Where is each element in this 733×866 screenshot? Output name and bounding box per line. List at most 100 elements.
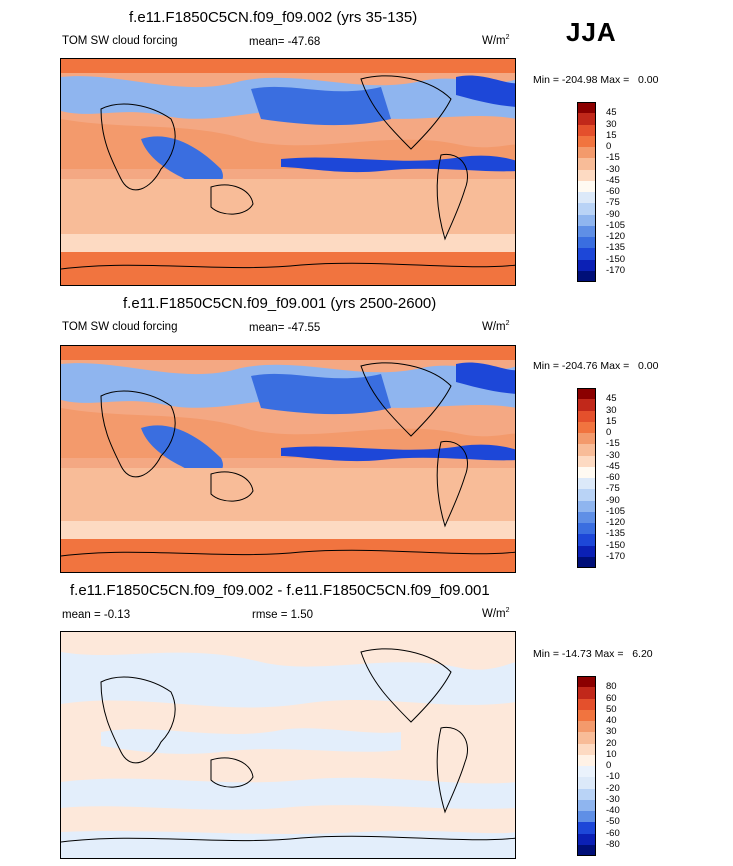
colorbar-swatch [577,545,596,557]
colorbar-swatch [577,709,596,721]
southern-ocean-band [61,234,515,252]
colorbar-swatch [577,687,596,699]
panel2-title: f.e11.F1850C5CN.f09_f09.001 (yrs 2500-26… [123,295,437,312]
colorbar-swatch [577,511,596,523]
colorbar-swatch [577,237,596,249]
colorbar-swatch [577,534,596,546]
colorbar-swatch [577,788,596,800]
colorbar-swatch [577,466,596,478]
colorbar-swatch [577,676,596,688]
panel2-left-label: TOM SW cloud forcing [62,321,178,333]
panel1-units: W/m2 [482,34,510,47]
antarctica-outline [61,262,515,270]
colorbar-swatch [577,754,596,766]
colorbar-tick-label: 0 [606,427,612,438]
colorbar-swatch [577,799,596,811]
panel2-minmax: Min = -204.76 Max = 0.00 [533,360,659,372]
panel2-colorbar [577,388,596,568]
colorbar-tick-label: 45 [606,393,617,405]
colorbar-swatch [577,478,596,490]
monsoon-region [141,136,223,186]
colorbar-tick-label: -30 [606,793,620,805]
north-atlantic-core [456,75,515,107]
colorbar-tick-label: -60 [606,827,620,839]
colorbar-swatch [577,421,596,433]
itcz-band [281,155,515,173]
colorbar-swatch [577,410,596,422]
colorbar-swatch [577,192,596,204]
colorbar-swatch [577,822,596,834]
antarctic-band [61,252,515,285]
colorbar-swatch [577,147,596,159]
colorbar-tick-label: 60 [606,692,617,704]
colorbar-tick-label: -30 [606,163,620,175]
south-america-outline [436,153,468,241]
colorbar-swatch [577,135,596,147]
colorbar-tick-label: 50 [606,703,617,715]
north-pacific-core [251,86,391,126]
panel1-minmax: Min = -204.98 Max = 0.00 [533,74,659,86]
colorbar-tick-label: 0 [606,760,612,771]
colorbar-tick-label: -10 [606,771,620,783]
colorbar-tick-label: 15 [606,415,617,427]
colorbar-tick-label: -120 [606,231,626,242]
colorbar-swatch [577,158,596,170]
colorbar-tick-label: -60 [606,472,620,483]
colorbar-swatch [577,698,596,710]
colorbar-tick-label: -150 [606,253,626,265]
panel1-left-label: TOM SW cloud forcing [62,35,178,47]
colorbar-swatch [577,556,596,568]
colorbar-tick-label: -150 [606,539,626,551]
panel3-rmse-label: rmse = 1.50 [252,609,314,621]
colorbar-swatch [577,124,596,136]
colorbar-swatch [577,844,596,856]
colorbar-tick-label: -105 [606,505,626,517]
colorbar-tick-label: -90 [606,208,620,220]
colorbar-swatch [577,225,596,237]
colorbar-swatch [577,833,596,845]
colorbar-tick-label: -45 [606,460,620,472]
colorbar-tick-label: -60 [606,186,620,197]
colorbar-tick-label: -15 [606,152,620,164]
colorbar-tick-label: 15 [606,129,617,141]
colorbar-tick-label: -120 [606,517,626,528]
colorbar-tick-label: -40 [606,805,620,816]
colorbar-tick-label: 30 [606,118,617,130]
panel2-units: W/m2 [482,320,510,333]
colorbar-tick-label: -30 [606,449,620,461]
panel3-units: W/m2 [482,607,510,620]
colorbar-swatch [577,433,596,445]
colorbar-swatch [577,388,596,400]
australia-outline [210,184,254,215]
colorbar-tick-label: -105 [606,219,626,231]
colorbar-swatch [577,523,596,535]
colorbar-swatch [577,732,596,744]
colorbar-swatch [577,811,596,823]
colorbar-tick-label: -170 [606,550,626,562]
colorbar-tick-label: 30 [606,726,617,738]
colorbar-swatch [577,721,596,733]
panel3-minmax: Min = -14.73 Max = 6.20 [533,648,653,660]
panel3-colorbar [577,676,596,856]
colorbar-swatch [577,399,596,411]
colorbar-swatch [577,766,596,778]
colorbar-tick-label: -45 [606,174,620,186]
colorbar-tick-label: -50 [606,816,620,828]
colorbar-tick-label: -75 [606,197,620,209]
colorbar-swatch [577,259,596,271]
colorbar-tick-label: 40 [606,715,617,726]
africa-eurasia-outline [100,103,176,191]
colorbar-swatch [577,489,596,501]
colorbar-tick-label: -75 [606,483,620,495]
colorbar-swatch [577,113,596,125]
colorbar-swatch [577,455,596,467]
colorbar-tick-label: -135 [606,242,626,254]
north-america-outline [360,75,452,150]
colorbar-tick-label: -135 [606,528,626,540]
colorbar-swatch [577,214,596,226]
panel1-map [60,58,516,286]
colorbar-tick-label: 45 [606,107,617,119]
panel1-title: f.e11.F1850C5CN.f09_f09.002 (yrs 35-135) [129,9,418,26]
colorbar-swatch [577,180,596,192]
panel3-mean-label: mean = -0.13 [62,609,131,621]
